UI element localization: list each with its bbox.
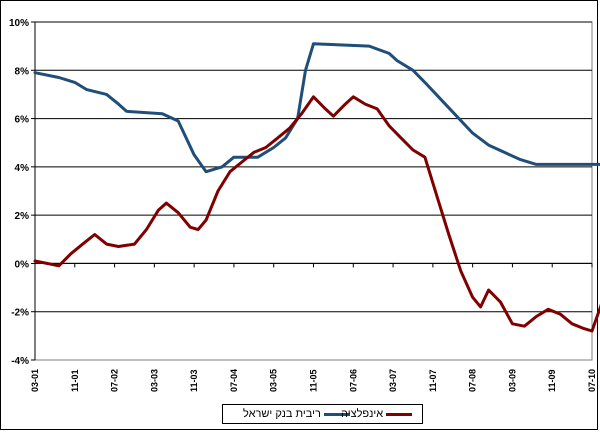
x-tick-label: 03-01 xyxy=(30,369,40,392)
x-tick-label: 11-07 xyxy=(428,369,438,392)
chart-legend: ריבית בנק ישראל אינפלציה xyxy=(222,404,423,424)
x-tick-label: 07-04 xyxy=(229,369,239,392)
x-tick-label: 03-09 xyxy=(507,369,517,392)
y-tick-label: -2% xyxy=(11,308,29,319)
x-tick-label: 11-05 xyxy=(309,369,319,392)
y-tick-label: -4% xyxy=(11,356,29,367)
plot-area xyxy=(35,22,592,360)
x-tick-label: 11-01 xyxy=(70,369,80,392)
x-tick-label: 07-10 xyxy=(587,369,597,392)
x-tick-label: 03-05 xyxy=(269,369,279,392)
x-tick-label: 03-07 xyxy=(388,369,398,392)
x-tick-label: 11-03 xyxy=(189,369,199,392)
legend-swatch-inflation xyxy=(386,413,412,416)
x-tick-label: 07-06 xyxy=(348,369,358,392)
y-tick-label: 6% xyxy=(15,115,30,126)
legend-item-inflation: אינפלציה xyxy=(341,408,412,420)
legend-item-boi-rate: ריבית בנק ישראל xyxy=(243,408,350,420)
y-tick-label: 10% xyxy=(9,18,29,29)
legend-label-boi-rate: ריבית בנק ישראל xyxy=(243,408,321,420)
y-tick-label: 4% xyxy=(15,163,30,174)
x-tick-label: 03-03 xyxy=(149,369,159,392)
y-tick-label: 8% xyxy=(15,66,30,77)
x-tick-label: 11-09 xyxy=(547,369,557,392)
x-tick-label: 07-08 xyxy=(468,369,478,392)
legend-label-inflation: אינפלציה xyxy=(341,408,383,420)
x-tick-label: 07-02 xyxy=(110,369,120,392)
y-tick-label: 2% xyxy=(15,211,30,222)
y-tick-label: 0% xyxy=(15,259,30,270)
